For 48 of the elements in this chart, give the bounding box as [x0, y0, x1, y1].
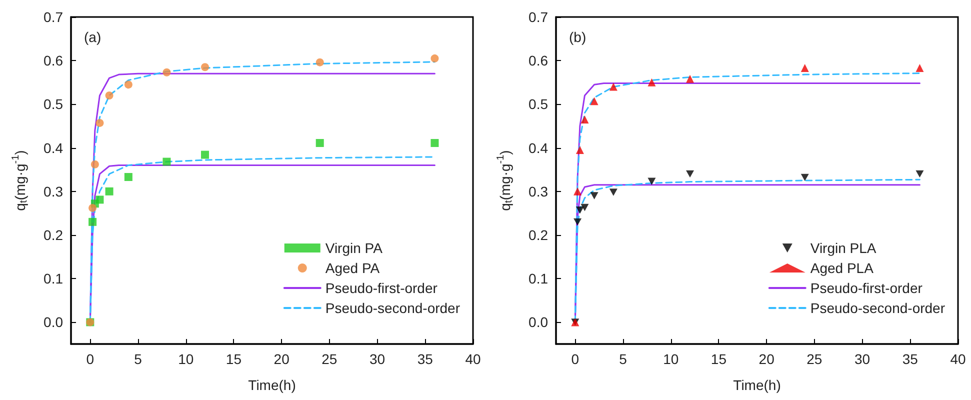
y-tick-label: 0.0 — [44, 314, 64, 330]
x-axis-title: Time(h) — [733, 377, 781, 393]
legend-label: Pseudo-second-order — [325, 300, 460, 316]
y-tick-label: 0.0 — [528, 314, 548, 330]
x-tick-label: 5 — [619, 351, 628, 367]
x-axis-title: Time(h) — [248, 377, 296, 393]
legend-label: Pseudo-first-order — [810, 280, 923, 296]
legend-label: Virgin PLA — [810, 240, 877, 256]
y-tick-label: 0.1 — [44, 270, 64, 287]
y-tick-label: 0.5 — [528, 96, 548, 112]
y-tick-label: 0.3 — [44, 183, 64, 200]
x-tick-label: 5 — [134, 351, 142, 367]
x-tick-label: 30 — [854, 351, 870, 367]
x-tick-label: 40 — [950, 351, 966, 367]
x-tick-label: 25 — [322, 351, 338, 367]
y-tick-label: 0.4 — [528, 140, 548, 156]
y-tick-label: 0.6 — [528, 52, 548, 69]
y-axis-title: qt(mg·g-1) — [496, 150, 514, 211]
legend-label: Virgin PA — [325, 240, 384, 256]
y-tick-label: 0.2 — [528, 227, 548, 243]
x-tick-label: 35 — [902, 351, 918, 367]
x-tick-label: 40 — [465, 351, 481, 367]
x-tick-label: 25 — [806, 351, 822, 367]
y-tick-label: 0.6 — [44, 52, 64, 69]
y-tick-label: 0.2 — [44, 227, 64, 243]
x-tick-label: 30 — [369, 351, 386, 367]
x-tick-label: 0 — [86, 351, 94, 367]
y-tick-label: 0.4 — [44, 140, 64, 156]
legend-label: Pseudo-first-order — [325, 280, 438, 296]
x-tick-label: 20 — [758, 351, 775, 367]
x-tick-label: 15 — [710, 351, 727, 367]
x-tick-label: 35 — [417, 351, 434, 367]
x-tick-label: 10 — [178, 351, 194, 367]
y-tick-label: 0.3 — [528, 183, 548, 200]
annotation: (a) — [84, 29, 102, 45]
x-tick-label: 10 — [663, 351, 679, 367]
legend-label: Aged PLA — [810, 260, 874, 276]
annotation: (b) — [569, 29, 586, 45]
legend-label: Pseudo-second-order — [810, 300, 946, 316]
y-axis-title: qt(mg·g-1) — [10, 150, 30, 211]
legend-label: Aged PA — [325, 260, 380, 276]
y-tick-label: 0.7 — [528, 9, 548, 25]
x-tick-label: 0 — [571, 351, 580, 367]
y-tick-label: 0.7 — [44, 9, 64, 25]
y-tick-label: 0.1 — [528, 270, 548, 287]
x-tick-label: 20 — [274, 351, 290, 367]
x-tick-label: 15 — [226, 351, 242, 367]
y-tick-label: 0.5 — [44, 96, 64, 112]
